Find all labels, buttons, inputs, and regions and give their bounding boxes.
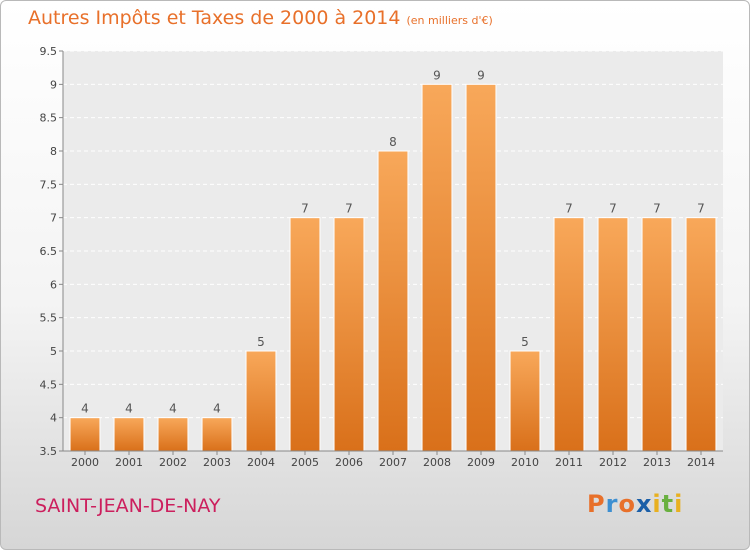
- data-label-2008: 9: [433, 68, 441, 82]
- data-label-2007: 8: [389, 135, 397, 149]
- chart-title: Autres Impôts et Taxes de 2000 à 2014 (en…: [28, 7, 493, 29]
- y-tick-label: 8.5: [40, 112, 58, 125]
- chart-subtitle: (en milliers d'€): [406, 14, 493, 27]
- bar-2008: [421, 83, 453, 452]
- y-tick-label: 5: [50, 345, 57, 358]
- logo-letter: t: [661, 490, 675, 518]
- data-label-2006: 7: [345, 202, 353, 216]
- logo-letter: o: [618, 490, 636, 518]
- x-tick-label: 2012: [599, 456, 627, 469]
- y-tick-label: 9: [50, 78, 57, 91]
- commune-name: SAINT-JEAN-DE-NAY: [35, 495, 221, 517]
- y-tick-label: 6.5: [40, 245, 58, 258]
- bar-2010: [509, 350, 541, 452]
- logo-letter: r: [605, 490, 619, 518]
- bar-2007: [377, 150, 409, 452]
- x-tick-label: 2009: [467, 456, 495, 469]
- bars: 4 4 4 4 5 7 7 8 9 9 5 7 7 7 7: [69, 68, 717, 452]
- x-tick-label: 2013: [643, 456, 671, 469]
- x-tick-label: 2010: [511, 456, 539, 469]
- x-tick-label: 2011: [555, 456, 583, 469]
- logo-letter: i: [652, 490, 662, 518]
- y-tick-label: 5.5: [40, 312, 58, 325]
- y-axis: 3.5 4 4.5 5 5.5 6 6.5 7 7.5 8 8.5 9 9.5: [40, 45, 64, 458]
- y-tick-label: 4: [50, 412, 57, 425]
- bar-2011: [553, 217, 585, 452]
- y-tick-label: 3.5: [40, 445, 58, 458]
- bar-2004: [245, 350, 277, 452]
- bar-2002: [157, 417, 189, 452]
- x-tick-label: 2014: [687, 456, 715, 469]
- y-tick-label: 4.5: [40, 378, 58, 391]
- data-label-2000: 4: [81, 402, 89, 416]
- x-axis: 2000 2001 2002 2003 2004 2005 2006 2007 2008 2009…: [63, 450, 723, 469]
- data-label-2010: 5: [521, 335, 529, 349]
- x-tick-label: 2000: [71, 456, 99, 469]
- logo-letter: P: [587, 490, 606, 518]
- bar-2003: [201, 417, 233, 452]
- data-label-2002: 4: [169, 402, 177, 416]
- x-tick-label: 2001: [115, 456, 143, 469]
- bar-2006: [333, 217, 365, 452]
- bar-2001: [113, 417, 145, 452]
- data-label-2004: 5: [257, 335, 265, 349]
- data-label-2009: 9: [477, 68, 485, 82]
- chart-title-text: Autres Impôts et Taxes de 2000 à 2014: [28, 7, 401, 29]
- x-tick-label: 2005: [291, 456, 319, 469]
- data-label-2001: 4: [125, 402, 133, 416]
- data-label-2003: 4: [213, 402, 221, 416]
- bar-2009: [465, 83, 497, 452]
- bar-2005: [289, 217, 321, 452]
- bar-2014: [685, 217, 717, 452]
- x-tick-label: 2006: [335, 456, 363, 469]
- y-tick-label: 7: [50, 212, 57, 225]
- logo-letter: i: [674, 490, 684, 518]
- x-tick-label: 2004: [247, 456, 275, 469]
- proxiti-logo: Proxiti: [587, 490, 683, 518]
- data-label-2013: 7: [653, 202, 661, 216]
- data-label-2014: 7: [697, 202, 705, 216]
- bar-2000: [69, 417, 101, 452]
- x-tick-label: 2002: [159, 456, 187, 469]
- y-tick-label: 9.5: [40, 45, 58, 58]
- x-tick-label: 2007: [379, 456, 407, 469]
- y-tick-label: 7.5: [40, 178, 58, 191]
- data-label-2012: 7: [609, 202, 617, 216]
- data-label-2011: 7: [565, 202, 573, 216]
- y-tick-label: 8: [50, 145, 57, 158]
- x-tick-label: 2003: [203, 456, 231, 469]
- x-tick-label: 2008: [423, 456, 451, 469]
- logo-letter: x: [635, 490, 653, 518]
- data-label-2005: 7: [301, 202, 309, 216]
- y-tick-label: 6: [50, 278, 57, 291]
- bar-2013: [641, 217, 673, 452]
- bar-2012: [597, 217, 629, 452]
